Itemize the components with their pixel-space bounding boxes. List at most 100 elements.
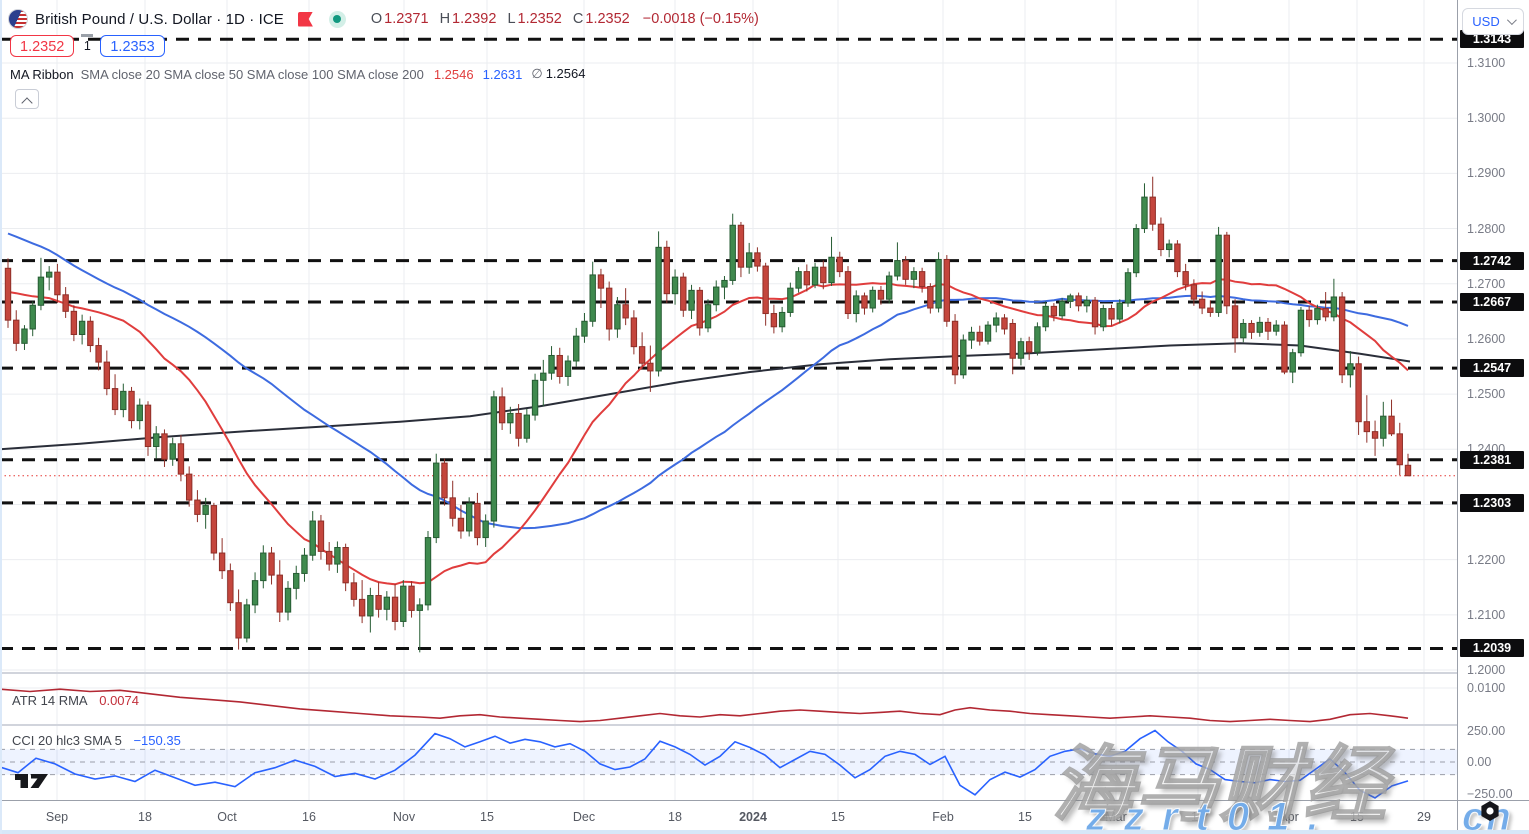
ohlc-readout: O 1.2371 H 1.2392 L 1.2352 C 1.2352 −0.0018 … <box>364 11 759 27</box>
candle-body <box>688 289 695 311</box>
candle-body <box>474 502 481 539</box>
candle-body <box>177 443 185 475</box>
gbpusd-flag-icon <box>8 9 28 29</box>
candle-body <box>943 258 951 322</box>
candle-body <box>457 517 465 532</box>
price-axis[interactable]: USD 1.3100 1.3000 1.2900 1.2800 1.2700 1.2600… <box>1457 0 1529 801</box>
candle-body <box>910 271 918 280</box>
candle-body <box>1207 307 1214 313</box>
price-tick-label: 1.2000 <box>1467 663 1506 677</box>
cci-legend[interactable]: CCI 20 hlc3 SMA 5 −150.35 <box>12 733 181 748</box>
candle-body <box>1050 305 1058 317</box>
candle-body <box>1404 464 1412 477</box>
candle-body <box>1058 300 1066 317</box>
candle-body <box>1091 299 1099 328</box>
candle-body <box>383 596 391 610</box>
candle-body <box>935 258 942 309</box>
ribbon-average: ∅ 1.2564 <box>531 66 586 81</box>
candle-body <box>441 462 448 499</box>
indicator-name: MA Ribbon <box>10 66 74 82</box>
time-axis-label: Sep <box>45 810 69 824</box>
candle-body <box>1075 295 1082 307</box>
flag-icon[interactable] <box>297 11 313 27</box>
price-level-label[interactable]: 1.2742 <box>1460 251 1524 270</box>
time-axis[interactable]: Sep 18 Oct 16 Nov 15 Dec 18 2024 15 Feb 15 Mar 18 Apr 1… <box>0 800 1529 834</box>
candle-body <box>309 520 316 556</box>
change-value: −0.0018 (−0.15%) <box>642 11 759 27</box>
candle-body <box>1149 196 1156 225</box>
candle-body <box>984 324 992 342</box>
candle-body <box>1297 309 1305 354</box>
candle-body <box>811 266 819 286</box>
candle-body <box>729 224 736 281</box>
candle-body <box>787 287 794 313</box>
chart-area[interactable]: British Pound / U.S. Dollar · 1D · ICE O… <box>0 0 1457 800</box>
price-level-label[interactable]: 1.2303 <box>1460 493 1524 512</box>
candle-body <box>251 580 259 606</box>
tradingview-logo[interactable] <box>14 770 50 797</box>
candle-body <box>78 320 86 336</box>
currency-unit-button[interactable]: USD <box>1462 8 1524 35</box>
candle-body <box>400 585 407 622</box>
candle-body <box>1347 363 1354 376</box>
price-tick-label: 1.2500 <box>1467 387 1506 402</box>
candle-body <box>1281 324 1288 373</box>
candle-body <box>754 252 761 267</box>
bid-ask-row: 1.2352 1 1.2353 <box>10 33 165 57</box>
candle-body <box>869 289 876 309</box>
price-level-label[interactable]: 1.2547 <box>1460 359 1524 378</box>
time-axis-label: 18 <box>1191 810 1205 824</box>
candle-body <box>37 276 45 306</box>
ma-ribbon-legend[interactable]: MA Ribbon SMA close 20 SMA close 50 SMA … <box>10 66 585 82</box>
candle-body <box>671 276 679 295</box>
candle-body <box>1231 305 1239 339</box>
candle-body <box>927 286 934 309</box>
indicator-params: SMA close 20 SMA close 50 SMA close 100 … <box>80 66 424 82</box>
candle-body <box>828 256 835 284</box>
candle-body <box>334 547 341 565</box>
candle-body <box>762 265 769 315</box>
candle-body <box>993 317 1000 326</box>
open-label: O <box>370 11 383 27</box>
buy-button[interactable]: 1.2353 <box>100 35 165 57</box>
market-status-icon[interactable] <box>328 10 346 28</box>
candle-body <box>490 396 498 522</box>
candle-body <box>1034 326 1041 353</box>
symbol-title[interactable]: British Pound / U.S. Dollar · 1D · ICE <box>35 10 284 28</box>
candle-body <box>375 595 382 610</box>
candle-body <box>1396 433 1403 466</box>
candle-body <box>918 271 926 288</box>
open-value: 1.2371 <box>384 11 429 27</box>
candle-body <box>169 443 176 460</box>
price-level-label[interactable]: 1.2039 <box>1460 639 1524 658</box>
candle-body <box>194 499 201 515</box>
candle-body <box>1009 322 1016 359</box>
candle-body <box>622 304 629 319</box>
candle-body <box>367 595 374 617</box>
chevron-up-icon <box>21 96 33 109</box>
price-level-label[interactable]: 1.2667 <box>1460 292 1524 311</box>
candle-body <box>325 550 333 565</box>
high-label: H <box>439 11 451 27</box>
candle-body <box>573 335 580 362</box>
collapse-pane-button[interactable] <box>15 89 39 109</box>
gear-icon[interactable] <box>1478 799 1502 823</box>
time-axis-label: 15 <box>1018 810 1032 824</box>
candle-body <box>548 354 555 374</box>
candle-body <box>276 574 283 613</box>
currency-label: USD <box>1472 14 1500 29</box>
candle-body <box>1133 228 1140 274</box>
atr-legend[interactable]: ATR 14 RMA 0.0074 <box>12 693 139 708</box>
candle-body <box>1067 295 1074 302</box>
high-value: 1.2392 <box>452 11 497 27</box>
candle-body <box>803 271 811 286</box>
sma50-line <box>7 232 1409 530</box>
price-level-label[interactable]: 1.2381 <box>1460 450 1524 469</box>
candle-body <box>820 266 827 284</box>
candlestick-chart[interactable] <box>0 0 1457 800</box>
sell-button[interactable]: 1.2352 <box>10 35 75 57</box>
candle-body <box>795 271 802 289</box>
candle-body <box>1124 272 1132 304</box>
candle-body <box>597 274 605 289</box>
